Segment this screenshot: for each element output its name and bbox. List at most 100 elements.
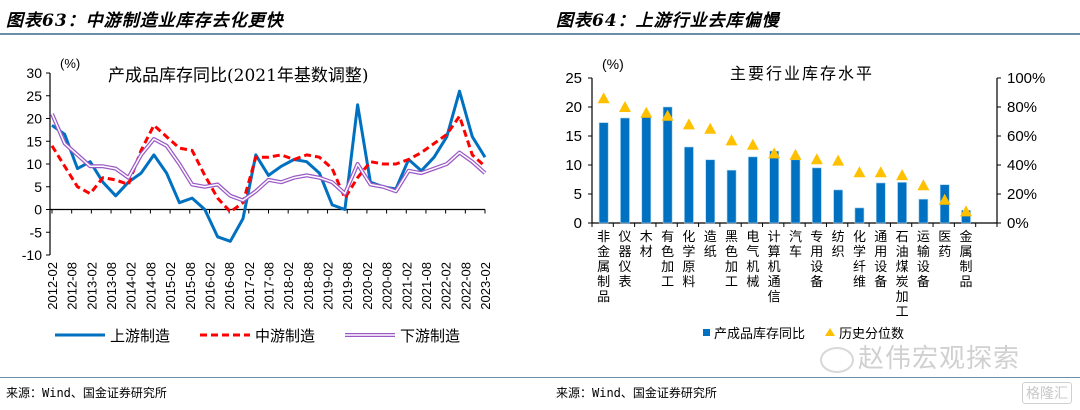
chart-title: 主要行业库存水平 (730, 64, 874, 83)
chart-title: 产成品库存同比(2021年基数调整) (108, 66, 369, 86)
legend-swatch-bar (703, 329, 710, 336)
y-tick-label-right: 0% (1007, 215, 1029, 232)
y-unit-label: (%) (60, 56, 80, 71)
triangle-marker (789, 148, 802, 160)
triangle-marker (917, 179, 930, 191)
x-tick-label: 2013-02 (84, 262, 99, 310)
x-tick-label: 2018-08 (301, 262, 316, 310)
y-tick-label: 5 (34, 179, 42, 195)
bar-chart: 25 20 15 10 5 0 100% 80% 60% 40% 20% 0% (%) 主要行业库存水平非… (565, 56, 1045, 342)
y-unit-label: (%) (602, 56, 624, 72)
x-category-label: 仪器仪表 (618, 230, 631, 290)
figure-title-63: 图表63：中游制造业库存去化更快 (6, 11, 284, 31)
x-tick-label: 2014-02 (124, 262, 139, 310)
x-tick-label: 2018-02 (281, 262, 296, 310)
bar (833, 189, 843, 224)
series-line-0 (51, 89, 487, 243)
y-tick-label: 25 (26, 88, 42, 104)
x-tick-label: 2023-02 (478, 262, 493, 310)
x-category-label: 汽车 (789, 230, 802, 260)
x-category-label: 造纸 (704, 230, 717, 260)
x-tick-label: 2014-08 (143, 262, 158, 310)
legend-label-bar: 产成品库存同比 (714, 326, 805, 342)
title-divider (0, 33, 540, 35)
x-category-label: 有色加工 (661, 230, 674, 290)
triangle-marker (853, 166, 866, 178)
x-tick-label: 2022-02 (439, 262, 454, 310)
source-note: 来源：Wind、国金证券研究所 (6, 386, 167, 400)
triangle-marker (661, 109, 674, 121)
triangle-marker (682, 118, 695, 130)
bar (918, 198, 929, 224)
bar (726, 169, 737, 224)
right-panel: 图表64：上游行业去库偏慢 25 20 15 10 5 0 100% 80% 60% 40% 20%… (540, 0, 1080, 410)
brand-logo: 格隆汇 (1022, 382, 1072, 404)
x-category-label: 化学原料 (682, 230, 695, 290)
x-category-label: 黑色加工 (725, 230, 738, 290)
series-line-1 (50, 114, 487, 214)
bar (705, 159, 716, 224)
x-tick-label: 2021-08 (419, 262, 434, 310)
y-tick-label: 10 (26, 156, 42, 172)
bar (790, 159, 801, 224)
x-tick-label: 2016-08 (222, 262, 237, 310)
bar (620, 117, 630, 224)
bar (854, 207, 865, 224)
legend-swatch-triangle (825, 328, 835, 336)
watermark-text: 赵伟宏观探索 (858, 344, 1021, 374)
triangle-marker (640, 106, 653, 118)
title-divider (540, 33, 1080, 35)
bar (812, 167, 822, 224)
x-tick-label: 2017-02 (242, 262, 257, 310)
triangle-marker (704, 122, 717, 134)
y-tick-label: -5 (30, 224, 43, 240)
y-tick-label: 15 (565, 128, 582, 145)
triangle-marker (768, 147, 781, 159)
x-category-label: 石油煤炭加工 (896, 230, 909, 320)
triangle-marker (832, 154, 845, 166)
y-tick-label: 15 (26, 133, 42, 149)
source-note: 来源：Wind、国金证券研究所 (556, 386, 717, 400)
x-tick-label: 2012-08 (65, 262, 80, 310)
y-tick-label: 5 (574, 186, 582, 203)
triangle-marker (618, 101, 631, 112)
x-tick-label: 2017-08 (262, 262, 277, 310)
x-category-label: 专用设备 (810, 230, 823, 290)
y-tick-label: 10 (565, 157, 582, 174)
x-tick-label: 2021-02 (399, 262, 414, 310)
x-tick-label: 2012-02 (45, 262, 60, 310)
x-category-label: 木材 (640, 230, 653, 260)
x-category-label: 计算机通信 (768, 230, 781, 305)
x-category-label: 通用设备 (874, 230, 887, 290)
triangle-marker (725, 134, 738, 146)
bar (875, 182, 886, 224)
series-line-inner-2 (51, 113, 486, 202)
y-tick-label: 30 (26, 65, 42, 81)
x-category-label: 纺织 (832, 230, 845, 260)
bar (662, 106, 673, 224)
x-tick-label: 2015-02 (163, 262, 178, 310)
x-tick-label: 2016-02 (202, 262, 217, 310)
watermark: 赵伟宏观探索 (820, 338, 1020, 375)
x-category-label: 电气机械 (746, 230, 759, 290)
y-tick-label: 20 (565, 99, 582, 116)
legend-label-triangle: 历史分位数 (839, 327, 904, 342)
source-divider (540, 377, 1080, 378)
x-category-label: 化学纤维 (853, 230, 866, 290)
x-tick-label: 2020-08 (380, 262, 395, 310)
y-tick-label: 0 (34, 202, 42, 218)
legend-label: 上游制造 (110, 327, 170, 345)
triangle-marker (746, 138, 759, 150)
x-category-label: 运输设备 (917, 230, 930, 290)
wechat-icon (820, 346, 854, 373)
bar (641, 115, 652, 224)
triangle-marker (938, 193, 951, 205)
x-tick-label: 2013-08 (104, 262, 119, 310)
y-tick-label-right: 20% (1007, 186, 1037, 203)
bar (897, 182, 907, 224)
triangle-marker (810, 153, 823, 165)
legend-label: 中游制造 (255, 327, 315, 345)
x-tick-label: 2019-08 (340, 262, 355, 310)
source-divider (0, 377, 540, 378)
